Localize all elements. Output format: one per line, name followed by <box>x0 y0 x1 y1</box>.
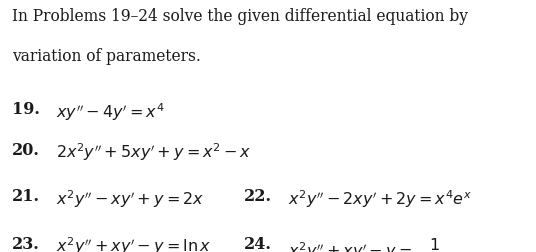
Text: 19.: 19. <box>12 101 40 118</box>
Text: $x^2y'' - xy' + y = 2x$: $x^2y'' - xy' + y = 2x$ <box>56 188 205 209</box>
Text: 23.: 23. <box>12 235 40 252</box>
Text: $x^2y'' + xy' - y = \dfrac{1}{x+1}$: $x^2y'' + xy' - y = \dfrac{1}{x+1}$ <box>288 235 456 252</box>
Text: 22.: 22. <box>244 188 272 205</box>
Text: In Problems 19–24 solve the given differential equation by: In Problems 19–24 solve the given differ… <box>12 8 468 24</box>
Text: variation of parameters.: variation of parameters. <box>12 48 200 65</box>
Text: $2x^2y'' + 5xy' + y = x^2 - x$: $2x^2y'' + 5xy' + y = x^2 - x$ <box>56 141 252 163</box>
Text: $x^2y'' - 2xy' + 2y = x^4e^x$: $x^2y'' - 2xy' + 2y = x^4e^x$ <box>288 188 472 209</box>
Text: $x^2y'' + xy' - y = \ln x$: $x^2y'' + xy' - y = \ln x$ <box>56 235 212 252</box>
Text: 20.: 20. <box>12 141 40 158</box>
Text: 21.: 21. <box>12 188 40 205</box>
Text: 24.: 24. <box>244 235 272 252</box>
Text: $xy'' - 4y' = x^4$: $xy'' - 4y' = x^4$ <box>56 101 165 122</box>
